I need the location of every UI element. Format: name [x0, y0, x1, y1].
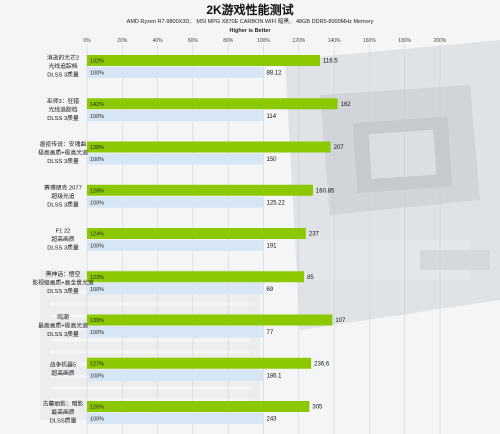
bar-baseline [87, 283, 264, 295]
bar-value-label: 207 [334, 145, 345, 151]
x-tick-label: 100% [257, 38, 270, 44]
x-axis-ticks: 0% 20% 40% 60% 80% 100% 120% 140% 160% 180% 200% [83, 38, 447, 44]
bar-baseline [87, 240, 264, 251]
bar-value-label: 150 [267, 157, 278, 163]
bar-percent-label: 139% [90, 318, 104, 324]
bar-percent-label: 100% [90, 157, 104, 163]
x-tick-label: 60% [188, 38, 199, 44]
bar-percent-label: 100% [90, 71, 104, 77]
category-label: 赛博朋克 2077 [44, 183, 82, 191]
bar-value-label: 77 [267, 330, 274, 336]
bar-value-label: 191 [267, 244, 278, 250]
x-tick-label: 20% [117, 38, 128, 44]
bar-percent-label: 127% [90, 361, 104, 367]
category-label: DLSS 3质量 [47, 244, 79, 252]
category-label: 巫师3：狂猎 [47, 97, 79, 105]
x-tick-label: 180% [398, 38, 411, 44]
x-tick-label: 40% [153, 38, 164, 44]
bar-percent-label: 142% [90, 102, 104, 108]
bar-baseline [87, 67, 264, 78]
bar-test [87, 141, 331, 153]
category-label: 极高画质+极高光追 [38, 149, 88, 157]
bar-percent-label: 126% [90, 405, 104, 411]
bar-value-label: 237 [309, 232, 320, 238]
bar-value-label: 69 [267, 287, 274, 293]
category-label: 古墓丽影：暗影 [43, 400, 84, 408]
category-label: 超高画质 [51, 369, 74, 377]
category-label: 光线追踪档 [49, 62, 78, 70]
bar-baseline [87, 326, 264, 338]
bar-percent-label: 138% [90, 145, 104, 151]
category-label: 光线追踪档 [49, 105, 78, 113]
bar-percent-label: 100% [90, 114, 104, 120]
bar-percent-label: 100% [90, 287, 104, 293]
bar-percent-label: 132% [90, 59, 104, 65]
bar-percent-label: 124% [90, 232, 104, 238]
category-label: F1 22 [56, 229, 71, 235]
category-label: 最高画质 [51, 408, 74, 416]
bar-test [87, 314, 333, 326]
bar-percent-label: 128% [90, 188, 104, 194]
category-label: DLSS 3质量 [47, 157, 79, 165]
bar-value-label: 236.6 [314, 361, 330, 367]
bar-baseline [87, 413, 264, 424]
x-tick-label: 0% [83, 38, 91, 44]
bar-value-label: 162 [341, 102, 352, 108]
bar-percent-label: 123% [90, 275, 104, 281]
bar-value-label: 107 [335, 318, 346, 324]
bar-value-label: 116.5 [323, 59, 338, 65]
bar-test [87, 184, 313, 196]
x-tick-label: 200% [434, 38, 447, 44]
category-label: DLSS 3质量 [47, 114, 79, 122]
category-label: 黑神话：悟空 [46, 270, 81, 278]
bar-baseline [87, 110, 264, 122]
category-label: 影视级画质+高全景光追 [32, 278, 94, 286]
bar-value-label: 88.12 [267, 71, 283, 77]
category-label: DLSS质量 [50, 417, 77, 425]
category-label: 瘟疫传说：安魂曲 [40, 140, 87, 148]
category-label: 战争机器5 [50, 361, 76, 369]
bar-test [87, 228, 306, 239]
bar-test [87, 357, 312, 369]
bar-value-label: 305 [312, 405, 323, 411]
bar-baseline [87, 369, 264, 381]
category-label: 超高画质 [51, 235, 74, 243]
bar-value-label: 160.85 [316, 188, 335, 194]
category-label: 超级光追 [51, 192, 74, 200]
category-label: DLSS 3质量 [47, 287, 79, 295]
chart-title: 2K游戏性能测试 [206, 2, 293, 17]
category-label: 最高画质+极高光追 [38, 322, 88, 330]
bar-test [87, 55, 320, 66]
category-label: DLSS 3质量 [47, 330, 79, 338]
x-tick-label: 80% [223, 38, 234, 44]
bar-value-label: 114 [267, 114, 277, 120]
bar-test [87, 271, 305, 283]
bar-baseline [87, 153, 264, 165]
bar-value-label: 85 [307, 275, 314, 281]
category-label: DLSS 3质量 [47, 71, 79, 79]
bar-test [87, 401, 310, 412]
category-label: 鸣潮 [57, 313, 69, 321]
bar-value-label: 243 [267, 417, 278, 423]
bar-percent-label: 100% [90, 373, 104, 379]
bar-value-label: 125.22 [267, 200, 286, 206]
x-tick-label: 160% [363, 38, 376, 44]
x-tick-label: 120% [292, 38, 305, 44]
x-tick-label: 140% [328, 38, 341, 44]
chart-note: Higher is Better [230, 28, 272, 34]
bar-value-label: 186.1 [267, 373, 283, 379]
bar-test [87, 98, 338, 110]
bar-baseline [87, 196, 264, 208]
bar-percent-label: 100% [90, 200, 104, 206]
chart-subtitle: AMD Ryzen R7-9800X3D、 MSI MPG X870E CARB… [127, 17, 374, 25]
category-label: DLSS 3质量 [47, 200, 79, 208]
bars-group: 132% 116.5 100% 88.12 142% 162 100% 114 138% 207 1… [87, 55, 351, 424]
bar-percent-label: 100% [90, 417, 104, 423]
bar-percent-label: 100% [90, 244, 104, 250]
category-label: 消逝的光芒2 [47, 54, 79, 62]
bar-percent-label: 100% [90, 330, 104, 336]
